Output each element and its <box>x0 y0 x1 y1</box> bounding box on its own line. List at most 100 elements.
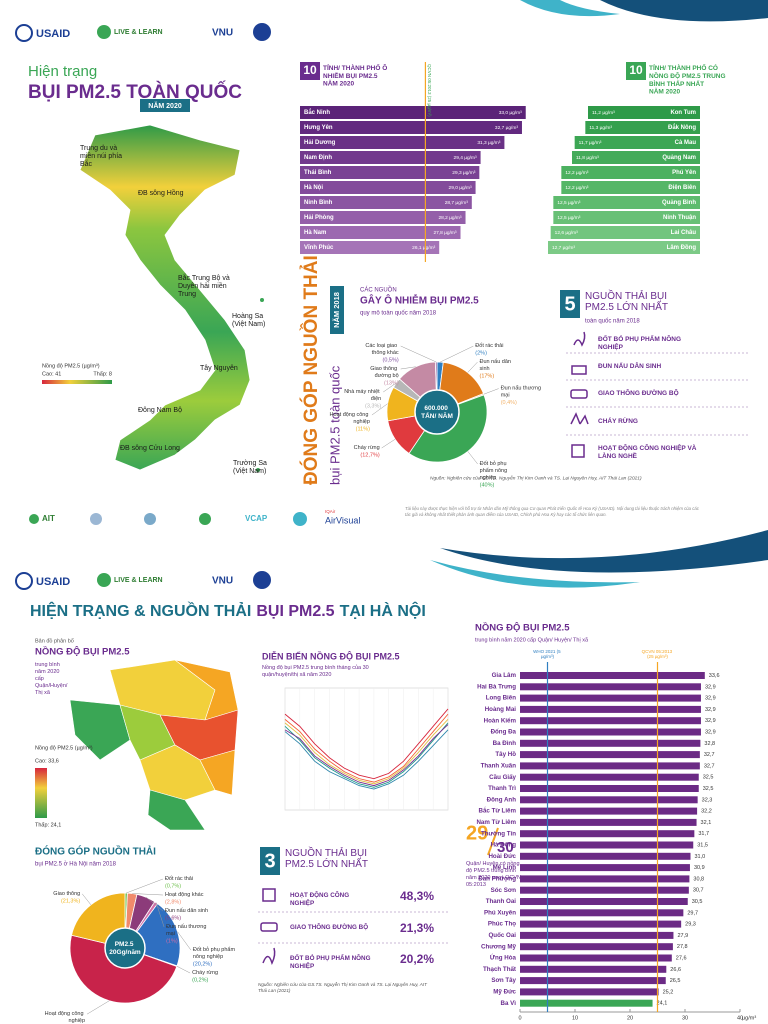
bar <box>300 166 480 179</box>
text-line: WHO 2021 (5 <box>533 649 562 654</box>
bar <box>520 818 697 826</box>
bar-category-label: Điện Biên <box>668 185 696 191</box>
text-line: miền núi phía <box>80 151 124 160</box>
bar-value-label: 27,6 <box>676 955 687 961</box>
text-line: NHIỄM BỤI PM2.5 <box>323 71 378 80</box>
bar <box>553 211 700 224</box>
bar <box>300 136 505 149</box>
bar-category-label: Thanh Xuân <box>481 763 517 770</box>
text-line: NGUỒN THẢI BỤI <box>585 289 670 302</box>
text-line: Đốt bỏ phụ <box>480 460 508 467</box>
text-line: NGUỒN THẢI BỤI <box>285 846 370 859</box>
legend-high: Cao: 41 <box>42 371 61 377</box>
leader-line <box>371 403 388 416</box>
bar-value-label: 32,5 <box>703 786 714 792</box>
bar-category-label: Bắc Từ Liêm <box>479 808 517 815</box>
sources-subtitle: toàn quốc năm 2018 <box>585 319 640 325</box>
text-line: BÌNH THẤP NHẤT <box>649 78 704 88</box>
bar <box>520 751 700 759</box>
bar-value-label: 11,7 µg/m³ <box>579 140 602 146</box>
bar-category-label: Ninh Bình <box>304 200 333 206</box>
bar <box>520 931 674 939</box>
text-line: NỒNG ĐỘ PM2.5 TRUNG <box>649 70 727 80</box>
bar-category-label: Hoàn Kiếm <box>484 717 517 724</box>
bar-category-label: Đan Phượng <box>478 876 516 883</box>
bar-category-label: Hưng Yên <box>304 125 333 131</box>
text-line: Đun nấu thương <box>166 924 208 930</box>
leader-line <box>467 361 478 373</box>
text-line: nghiệp <box>69 1019 86 1024</box>
slice-label: Hoạt động công nghiệp <box>45 1012 85 1024</box>
text-line: Các loại giao <box>365 343 398 349</box>
leader-line <box>467 451 478 465</box>
bar-value-label: 32,8 <box>704 741 715 747</box>
source-value: 21,3% <box>400 921 434 935</box>
decor-wave <box>600 0 768 22</box>
text-line: Trung <box>178 291 196 298</box>
text-line: TỈNH/ THÀNH PHỐ Ô <box>323 62 389 72</box>
text-line: (Việt Nam) <box>233 468 266 475</box>
bar <box>300 106 526 119</box>
sources-title: NGUỒN THẢI BỤI PM2.5 LỚN NHẤT <box>585 289 670 313</box>
icon-factory <box>262 888 276 902</box>
slice-value-label: (5,6%) <box>165 915 181 921</box>
series-line <box>284 708 449 780</box>
text-line: Tây Nguyên <box>200 365 238 372</box>
bar-category-label: Hà Nội <box>304 185 323 191</box>
slice-label: Giao thông đường bộ <box>370 366 398 379</box>
legend-low: Thấp: 8 <box>93 371 112 377</box>
bar <box>520 977 666 985</box>
bar-category-label: Ứng Hòa <box>490 955 517 962</box>
bar-category-label: Nam Từ Liêm <box>476 819 516 826</box>
logo-mark <box>97 25 111 39</box>
number-badge-text: 10 <box>303 63 317 77</box>
text-line: µg/m³) <box>541 654 555 659</box>
text-line: ĐỐT BỎ PHỤ PHẨM NÔNG <box>290 952 372 962</box>
bar-value-label: 29,4 µg/m³ <box>454 155 477 161</box>
leader-line <box>176 965 191 974</box>
map-title: NỒNG ĐỘ BỤI PM2.5 <box>35 646 130 658</box>
bar <box>520 909 684 917</box>
source-value: 20,2% <box>400 952 434 966</box>
bar <box>520 875 690 883</box>
bar-category-label: Hải Dương <box>304 140 336 146</box>
bar-category-label: Hoài Đức <box>488 853 516 860</box>
decor-wave <box>440 530 768 573</box>
bar-value-label: 12,5 µg/m³ <box>557 200 580 206</box>
bar-category-label: Long Biên <box>486 695 516 702</box>
bar <box>300 181 476 194</box>
leader-line <box>86 1000 110 1015</box>
title-part: BỤI PM2.5 <box>256 603 334 620</box>
year-badge-text: NĂM 2020 <box>148 101 182 110</box>
text-line: ĐB sông Hồng <box>138 188 184 197</box>
slice-value-label: (12,7%) <box>360 452 379 458</box>
number-badge-text: 10 <box>629 63 643 77</box>
bar-value-label: 29,7 <box>687 910 698 916</box>
text-line: nghiệp <box>353 419 370 425</box>
plot-frame <box>284 687 449 811</box>
slice-value-label: (1%) <box>166 938 178 944</box>
slice-value-label: (17%) <box>479 374 494 380</box>
bar <box>520 864 690 872</box>
bar <box>520 988 659 996</box>
source-item: ĐUN NẤU DÂN SINH <box>598 360 662 370</box>
bar <box>588 106 700 119</box>
bar <box>520 773 699 781</box>
slice-value-label: (11%) <box>356 426 370 432</box>
bar-category-label: Đống Đa <box>491 729 517 736</box>
slice-value-label: (3,3%) <box>365 403 381 409</box>
text-line: Hoạt động công <box>45 1012 85 1018</box>
text-line: PM2.5 <box>115 941 136 948</box>
bar-value-label: 27,9 <box>677 933 688 939</box>
slice-value-label: (13%) <box>384 380 399 386</box>
text-line: năm 2020 vượt QCVN <box>466 875 523 881</box>
text-line: Đun nấu dân sinh <box>165 908 208 914</box>
text-line: ĐỐT BỎ PHỤ PHẨM NÔNG <box>598 333 683 343</box>
slice-value-label: (0,4%) <box>501 400 517 406</box>
text-line: TẤN/ NĂM <box>421 410 453 420</box>
bar-category-label: Mê Linh <box>493 864 517 871</box>
bar <box>585 121 700 134</box>
decor-wave <box>430 560 640 588</box>
bar <box>520 739 701 747</box>
